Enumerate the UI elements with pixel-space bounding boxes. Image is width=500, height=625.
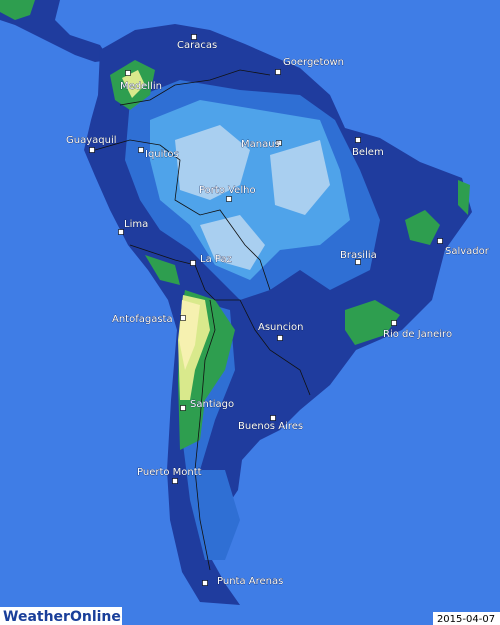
- city-marker: [202, 580, 208, 586]
- city-marker: [191, 34, 197, 40]
- logo: WeatherOnline: [3, 609, 121, 625]
- city-marker: [355, 137, 361, 143]
- precip-area: [405, 210, 440, 245]
- city-marker: [125, 70, 131, 76]
- city-label: Porto Velho: [199, 185, 256, 196]
- city-label: Lima: [124, 219, 148, 230]
- precip-area: [200, 215, 265, 270]
- city-label: Santiago: [190, 399, 234, 410]
- city-label: Salvador: [445, 246, 490, 257]
- city-label: Iquitos: [145, 149, 179, 160]
- city-label: Rio de Janeiro: [383, 329, 452, 340]
- precip-area: [270, 140, 330, 215]
- border: [94, 139, 271, 291]
- precip-area: [145, 255, 180, 285]
- border: [119, 69, 271, 106]
- city-label: Punta Arenas: [217, 576, 283, 587]
- precip-area: [0, 0, 35, 20]
- city-layer: Caracas Goergetown Medellin Guayaquil Iquito…: [66, 34, 490, 587]
- city-marker: [391, 320, 397, 326]
- city-marker: [180, 405, 186, 411]
- city-label: Brasilia: [340, 250, 377, 261]
- city-marker: [190, 260, 196, 266]
- city-label: Manaus: [241, 139, 280, 150]
- date-box: [433, 612, 500, 625]
- city-label: Medellin: [120, 81, 162, 92]
- city-marker: [89, 147, 95, 153]
- city-marker: [118, 229, 124, 235]
- borders: [94, 69, 311, 571]
- precip-area: [345, 300, 400, 345]
- city-label: Guayaquil: [66, 135, 117, 146]
- city-marker: [172, 478, 178, 484]
- precip-area: [458, 180, 470, 215]
- city-marker: [138, 147, 144, 153]
- city-label: Goergetown: [283, 57, 344, 68]
- city-label: Caracas: [177, 40, 217, 51]
- city-label: Puerto Montt: [137, 467, 202, 478]
- city-marker: [276, 140, 282, 146]
- city-marker: [275, 69, 281, 75]
- city-label: Buenos Aires: [238, 421, 303, 432]
- precip-area: [122, 70, 145, 98]
- border: [129, 244, 311, 396]
- city-label: La Paz: [200, 254, 232, 265]
- city-marker: [437, 238, 443, 244]
- border: [194, 299, 216, 571]
- city-label: Asuncion: [258, 322, 303, 333]
- city-label: Antofagasta: [112, 314, 173, 325]
- precip-area: [175, 125, 250, 200]
- city-marker: [270, 415, 276, 421]
- logo-box: [0, 607, 122, 625]
- city-marker: [180, 315, 186, 321]
- date: 2015-04-07: [437, 614, 495, 625]
- city-marker: [226, 196, 232, 202]
- city-label: Belem: [352, 147, 384, 158]
- city-marker: [355, 259, 361, 265]
- city-marker: [277, 335, 283, 341]
